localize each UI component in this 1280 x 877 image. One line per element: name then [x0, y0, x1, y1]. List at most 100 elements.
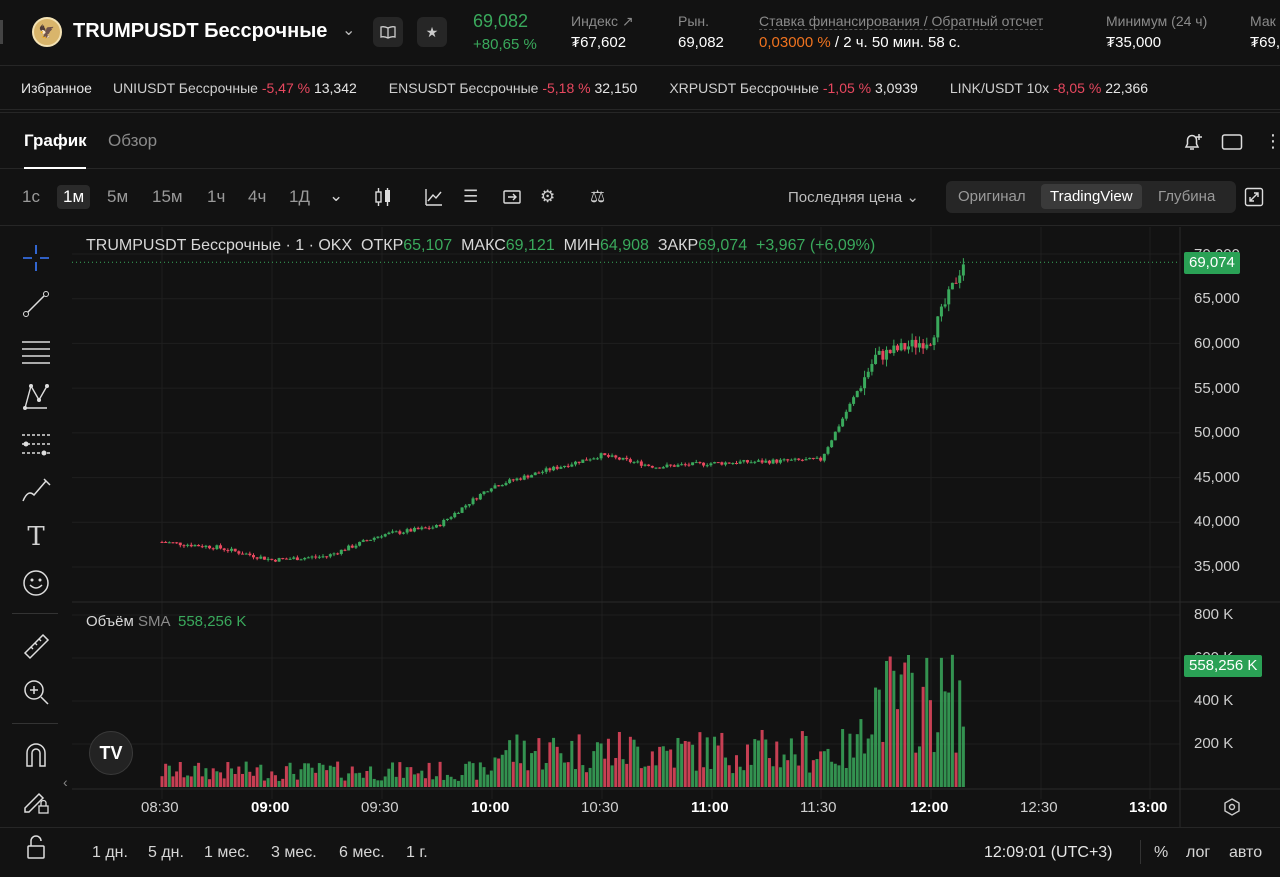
volume-bar — [958, 680, 962, 787]
auto-toggle[interactable]: авто — [1229, 844, 1263, 861]
volume-bar — [804, 735, 808, 787]
volume-bar — [361, 777, 365, 787]
indicators-icon[interactable] — [424, 187, 444, 212]
timeframe-1h[interactable]: 1ч — [207, 187, 226, 206]
candle-body — [467, 504, 471, 506]
timeframe-4h[interactable]: 4ч — [248, 187, 267, 206]
candle-body — [369, 539, 373, 541]
favorite-item[interactable]: XRPUSDT Бессрочные -1,05 % 3,0939 — [669, 80, 918, 96]
volume-bar — [599, 743, 603, 787]
favorite-item[interactable]: ENSUSDT Бессрочные -5,18 % 32,150 — [389, 80, 638, 96]
candle-body — [339, 549, 343, 554]
volume-bar — [789, 738, 793, 787]
magnet-icon[interactable] — [18, 737, 54, 773]
add-alert-icon[interactable] — [1182, 131, 1204, 158]
unlock-icon[interactable] — [18, 829, 54, 865]
volume-sma-label: SMA — [137, 613, 170, 630]
view-original[interactable]: Оригинал — [958, 188, 1026, 205]
favorite-item[interactable]: LINK/USDT 10x -8,05 % 22,366 — [950, 80, 1148, 96]
candle-body — [273, 559, 277, 562]
chart-settings-icon[interactable] — [1222, 797, 1242, 822]
chevron-down-icon[interactable]: ⌄ — [329, 186, 344, 205]
volume-bar — [431, 779, 435, 787]
candle-body — [255, 557, 259, 559]
range-1y[interactable]: 1 г. — [406, 844, 428, 861]
volume-bar — [288, 762, 292, 787]
volume-bar — [500, 754, 504, 787]
candle-body — [288, 558, 292, 560]
candle-body — [387, 532, 391, 535]
lock-drawing-pencil-icon[interactable] — [18, 783, 54, 819]
crosshair-icon[interactable] — [18, 240, 54, 276]
price-source-select[interactable]: Последняя цена ⌄ — [788, 188, 919, 206]
range-6m[interactable]: 6 мес. — [339, 844, 385, 861]
more-vertical-icon[interactable]: ⋮ — [1264, 131, 1280, 151]
ruler-icon[interactable] — [18, 628, 54, 664]
timeframe-5m[interactable]: 5м — [107, 187, 129, 206]
volume-bar — [592, 751, 596, 787]
view-tradingview[interactable]: TradingView — [1041, 184, 1142, 209]
pattern-icon[interactable] — [18, 379, 54, 415]
timeframe-1m[interactable]: 1м — [57, 185, 91, 209]
window-icon[interactable] — [1221, 133, 1243, 156]
candle-body — [636, 461, 640, 463]
last-price-tag: 69,074 — [1184, 252, 1240, 274]
range-3m[interactable]: 3 мес. — [271, 844, 317, 861]
candle-body — [292, 557, 296, 559]
range-5d[interactable]: 5 дн. — [148, 844, 184, 861]
layout-lines-icon[interactable]: ☰ — [463, 187, 479, 206]
candle-body — [669, 464, 673, 466]
view-depth[interactable]: Глубина — [1158, 188, 1216, 205]
funding-label[interactable]: Ставка финансирования / Обратный отсчет — [759, 13, 1044, 30]
symbol-title[interactable]: TRUMPUSDT Бессрочные — [73, 20, 328, 42]
emoji-icon[interactable] — [18, 565, 54, 601]
fullscreen-icon[interactable] — [1244, 187, 1264, 212]
favorite-item[interactable]: UNIUSDT Бессрочные -5,47 % 13,342 — [113, 80, 357, 96]
volume-bar — [581, 765, 585, 787]
volume-bar — [771, 766, 775, 787]
candle-body — [204, 545, 208, 548]
settings-gear-icon[interactable]: ⚙ — [540, 187, 556, 206]
log-toggle[interactable]: лог — [1186, 844, 1211, 861]
book-icon[interactable] — [373, 17, 403, 47]
volume-bar — [167, 765, 171, 787]
candles-icon[interactable] — [374, 187, 392, 212]
range-1m[interactable]: 1 мес. — [204, 844, 250, 861]
candle-body — [361, 540, 365, 542]
market-label: Рын. — [678, 13, 710, 29]
timeframe-1d[interactable]: 1Д — [289, 187, 310, 206]
candle-body — [563, 465, 567, 468]
star-icon[interactable]: ★ — [417, 17, 447, 47]
timeframe-15m[interactable]: 15м — [152, 187, 183, 206]
brush-icon[interactable] — [18, 472, 54, 508]
candle-body — [193, 544, 197, 547]
percent-toggle[interactable]: % — [1154, 844, 1169, 861]
fib-lines-icon[interactable] — [18, 333, 54, 369]
chevron-down-icon[interactable]: ⌄ — [342, 22, 356, 39]
range-1d[interactable]: 1 дн. — [92, 844, 128, 861]
zoom-in-icon[interactable] — [18, 674, 54, 710]
collapse-toolbar-icon[interactable]: ‹ — [63, 774, 68, 790]
volume-bar — [445, 774, 449, 787]
trend-line-icon[interactable] — [18, 286, 54, 322]
tradingview-logo[interactable]: TV — [89, 731, 133, 775]
candle-body — [731, 463, 735, 465]
volume-bar — [449, 776, 453, 787]
volume-bar — [775, 741, 779, 787]
tab-overview[interactable]: Обзор — [108, 131, 158, 150]
compare-scales-icon[interactable]: ⚖ — [590, 187, 606, 206]
candle-body — [354, 545, 358, 548]
candle-body — [281, 558, 285, 560]
timeframe-1s[interactable]: 1с — [22, 187, 40, 206]
candle-body — [164, 542, 168, 544]
candle-body — [881, 350, 885, 360]
chart-clock[interactable]: 12:09:01 (UTC+3) — [984, 844, 1113, 861]
replay-icon[interactable] — [502, 187, 522, 212]
projection-icon[interactable] — [18, 426, 54, 462]
tab-chart[interactable]: График — [24, 131, 87, 150]
chart-canvas[interactable] — [72, 227, 1280, 827]
candle-body — [577, 461, 581, 463]
text-tool-icon[interactable]: T — [27, 522, 45, 552]
favorite-change: -8,05 % — [1053, 80, 1102, 96]
external-link-icon[interactable]: ↗ — [621, 13, 634, 29]
